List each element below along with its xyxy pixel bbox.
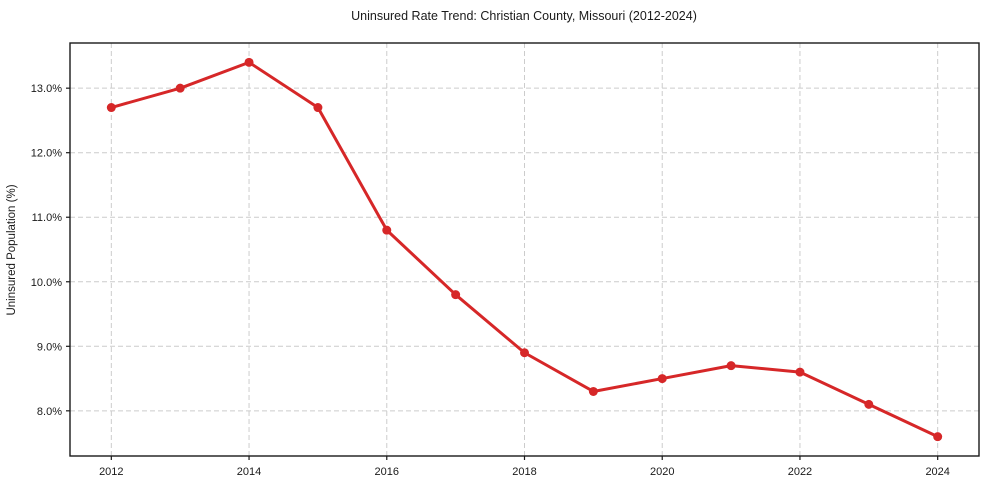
data-point — [726, 361, 736, 371]
data-point — [795, 367, 805, 377]
data-point — [864, 399, 874, 409]
plot-border — [69, 42, 980, 457]
data-point — [657, 374, 667, 384]
data-point — [382, 225, 392, 235]
data-point — [244, 57, 254, 67]
y-tick-label: 8.0% — [37, 406, 62, 418]
data-point — [520, 348, 529, 358]
chart-title: Uninsured Rate Trend: Christian County, … — [351, 9, 697, 23]
x-tick-label: 2014 — [237, 466, 261, 478]
data-point — [588, 386, 598, 396]
x-tick-label: 2018 — [512, 466, 536, 478]
plot-area: 8.0% 9.0% 10.0% 11.0% 12.0% 13.0% 2012 2014 2016… — [31, 42, 980, 478]
x-tick-label: 2022 — [788, 466, 812, 478]
x-tick-label: 2016 — [375, 466, 399, 478]
y-tick-label: 12.0% — [31, 148, 62, 160]
data-point — [451, 290, 461, 300]
y-axis-label: Uninsured Population (%) — [6, 184, 18, 315]
y-tick-label: 9.0% — [37, 341, 62, 353]
data-point — [933, 432, 943, 442]
data-point — [175, 83, 185, 93]
y-tick-label: 11.0% — [32, 212, 63, 224]
x-tick-label: 2020 — [650, 466, 674, 478]
data-point — [106, 103, 116, 113]
x-tick-label: 2012 — [99, 466, 123, 478]
y-tick-label: 10.0% — [31, 277, 62, 289]
y-tick-label: 13.0% — [31, 83, 62, 95]
plot-background — [70, 43, 979, 456]
data-point — [313, 103, 323, 113]
x-tick-label: 2024 — [925, 466, 949, 478]
